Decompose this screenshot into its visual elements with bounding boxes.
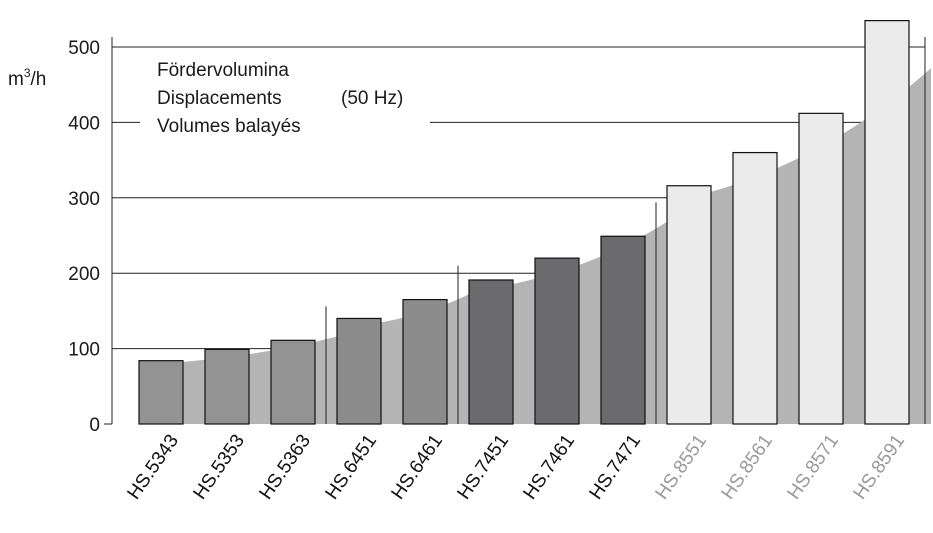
x-axis-labels: HS.5343 HS.5353 HS.5363 HS.6451 HS.6461 HS.74… — [123, 431, 909, 504]
x-tick-label-HS.8561: HS.8561 — [717, 431, 777, 504]
bar-HS.8571 — [798, 112, 844, 425]
y-unit-label: m3/h — [8, 66, 46, 90]
x-tick-label-HS.8551: HS.8551 — [651, 431, 711, 504]
x-tick-label-HS.5353: HS.5353 — [189, 431, 249, 504]
bar-HS.7471 — [600, 235, 646, 425]
x-tick-label-HS.6451: HS.6451 — [321, 431, 381, 504]
y-tick-label-100: 100 — [68, 340, 100, 361]
x-tick-label-HS.7461: HS.7461 — [519, 431, 579, 504]
legend-frequency: (50 Hz) — [341, 88, 403, 109]
y-tick-label-200: 200 — [68, 264, 100, 285]
bar-HS.6461 — [402, 298, 448, 425]
x-tick-label-HS.8591: HS.8591 — [849, 431, 909, 504]
y-tick-label-500: 500 — [68, 38, 100, 59]
x-tick-label-HS.7451: HS.7451 — [453, 431, 513, 504]
bar-HS.6451 — [336, 317, 382, 425]
bar-HS.5363 — [270, 339, 316, 425]
y-unit-text: m3/h — [8, 66, 46, 90]
bar-HS.7461 — [534, 257, 580, 425]
legend: Fördervolumina Displacements (50 Hz) Vol… — [140, 52, 430, 144]
x-tick-label-HS.8571: HS.8571 — [783, 431, 843, 504]
y-unit-base: m — [8, 69, 24, 90]
y-tick-label-400: 400 — [68, 113, 100, 134]
bar-HS.7451 — [468, 279, 514, 425]
bars — [138, 20, 910, 425]
bar-HS.8591 — [864, 20, 910, 425]
y-tick-label-300: 300 — [68, 189, 100, 210]
bar-HS.5343 — [138, 360, 184, 425]
x-tick-label-HS.5363: HS.5363 — [255, 431, 315, 504]
legend-line-3: Volumes balayés — [157, 116, 301, 137]
x-tick-label-HS.6461: HS.6461 — [387, 431, 447, 504]
x-tick-label-HS.7471: HS.7471 — [585, 431, 645, 504]
bar-HS.5353 — [204, 348, 250, 425]
legend-background — [140, 52, 430, 144]
y-axis: 0 100 200 300 400 500 — [68, 37, 113, 436]
legend-line-2: Displacements — [157, 88, 282, 109]
y-tick-label-0: 0 — [89, 415, 100, 436]
y-unit-tail: /h — [31, 69, 47, 90]
bar-HS.8561 — [732, 151, 778, 425]
x-tick-label-HS.5343: HS.5343 — [123, 431, 183, 504]
legend-line-1: Fördervolumina — [157, 60, 289, 81]
group-dividers — [325, 37, 926, 424]
y-unit-exponent: 3 — [24, 66, 31, 80]
bar-HS.8551 — [666, 185, 712, 425]
